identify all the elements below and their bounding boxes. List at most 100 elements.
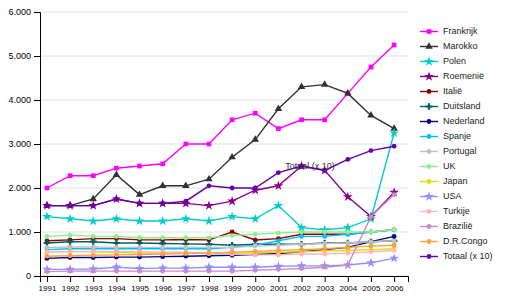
x-tick-mark [278,276,279,282]
point [45,249,50,254]
y-tick: 5.000 [8,51,40,61]
point [68,245,73,250]
series [45,227,397,240]
x-tick-mark [140,276,141,282]
y-tick: 2.000 [8,183,40,193]
point [253,232,258,237]
point [137,269,142,274]
legend-item: Brazilië [420,221,473,231]
point [321,80,328,86]
point [113,171,120,177]
point [322,265,327,270]
point [230,117,235,122]
legend-swatch-marker [427,29,432,34]
point [369,148,374,153]
point [253,268,258,273]
x-tick-label: 2005 [363,284,381,293]
point [389,128,399,137]
x-tick-mark [325,276,326,282]
series-layer [42,43,399,274]
point [137,201,142,206]
point [392,192,397,197]
point [344,89,351,95]
y-tick-label: 0 [26,271,31,281]
x-tick: 1996 [154,276,172,293]
x-tick: 1993 [85,276,103,293]
series-line [47,166,394,217]
point [228,153,235,159]
point [369,230,374,235]
x-tick-label: 2004 [339,284,357,293]
point [322,241,327,246]
point [45,254,50,259]
y-tick-label: 5.000 [8,51,31,61]
plot: 1991199219931994199519961997199819992000… [8,7,408,292]
x-tick-mark [232,276,233,282]
point [68,253,73,258]
x-tick-label: 1999 [224,284,242,293]
point [68,173,73,178]
series [42,128,399,234]
x-tick-mark [348,276,349,282]
legend-label: UK [443,161,456,171]
legend-swatch-marker [424,56,434,65]
point [320,261,330,270]
point [369,249,374,254]
y-tick: 4.000 [8,95,40,105]
legend-swatch-marker [427,164,432,169]
point [67,238,74,245]
legend-item: Totaal (x 10) [420,251,493,261]
series-line [47,241,394,248]
series [45,144,397,208]
point [230,245,235,250]
point [392,234,397,239]
point [207,142,212,147]
point [68,249,73,254]
y-tick-mark [34,144,40,145]
series [45,243,397,259]
point [91,269,96,274]
point [68,233,73,238]
x-tick-mark [209,276,210,282]
legend-swatch-marker [427,239,432,244]
point [45,203,50,208]
point [65,264,75,273]
point [183,235,188,240]
x-tick: 1998 [201,276,219,293]
x-tick: 2004 [339,276,357,293]
x-tick-label: 1996 [154,284,172,293]
point [345,230,350,235]
point [90,238,97,245]
point [183,251,188,256]
annotation: Totaal (x 10) [285,161,335,171]
point [45,249,50,254]
x-tick-label: 2001 [270,284,288,293]
point [183,142,188,147]
point [273,181,283,190]
point [392,43,397,48]
point [114,252,119,257]
legend-swatch-marker [427,89,432,94]
point [91,245,96,250]
point [345,251,350,256]
point [252,135,259,141]
point [88,216,98,225]
point [136,190,143,196]
legend-label: Portugal [443,146,477,156]
point [160,252,165,257]
point [205,175,212,181]
point [183,269,188,274]
point [250,214,260,223]
point [299,234,304,239]
x-tick-mark [116,276,117,282]
series-line [47,245,394,256]
series [42,161,399,221]
legend-swatch-marker [424,191,434,200]
y-tick: 6.000 [8,7,40,17]
point [343,192,353,201]
grid-line [40,12,408,13]
point [345,263,350,268]
point [367,111,374,117]
point [160,245,165,250]
x-tick-label: 1994 [108,284,126,293]
